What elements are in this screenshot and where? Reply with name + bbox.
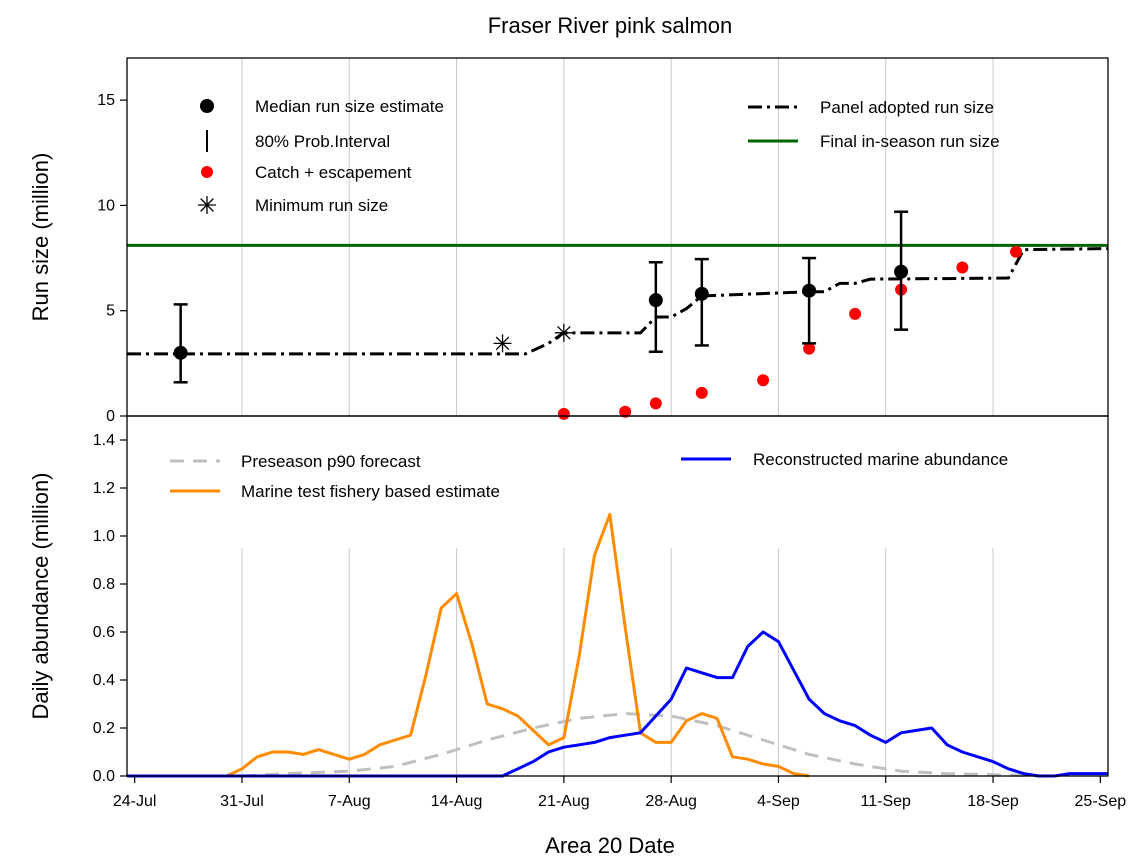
x-tick-label: 4-Sep: [757, 793, 800, 810]
x-tick-label: 31-Jul: [220, 793, 264, 810]
forecast-series-line: [241, 712, 1055, 778]
catch-escapement-point: [1010, 245, 1023, 258]
legend-final-label: Final in-season run size: [820, 132, 1000, 151]
catch-escapement-point: [695, 386, 708, 399]
legends: Median run size estimate 80% Prob.Interva…: [170, 97, 1008, 501]
median-estimate-point: [694, 286, 709, 301]
bottom-y-tick-label: 1.2: [93, 480, 115, 497]
x-tick-label: 7-Aug: [328, 793, 371, 810]
top-y-axis-title: Run size (million): [28, 153, 53, 322]
catch-escapement-point: [803, 342, 816, 355]
legend-median-label: Median run size estimate: [255, 97, 444, 116]
catch-escapement-point: [619, 405, 632, 418]
bottom-y-tick-label: 1.0: [93, 528, 115, 545]
legend-median-marker: [200, 99, 214, 113]
marine-series-line: [127, 630, 1108, 778]
bottom-y-tick-label: 0.2: [93, 720, 115, 737]
legend-panel-label: Panel adopted run size: [820, 98, 994, 117]
x-tick-label: 25-Sep: [1075, 793, 1127, 810]
catch-escapement-point: [557, 407, 570, 420]
catch-escapement-point: [649, 397, 662, 410]
x-tick-label: 14-Aug: [431, 793, 483, 810]
median-estimate-group: [173, 303, 188, 384]
median-estimate-point: [894, 264, 909, 279]
median-estimate-group: [802, 256, 817, 345]
bottom-panel-frame: [126, 415, 1109, 777]
x-axis-title: Area 20 Date: [545, 833, 675, 858]
catch-escapement-point: [757, 374, 770, 387]
minimum-run-marker: [554, 323, 573, 342]
testfishery-series-line: [127, 512, 810, 778]
top-y-tick-label: 5: [106, 303, 115, 320]
legend-interval-label: 80% Prob.Interval: [255, 132, 390, 151]
legend-testfishery-label: Marine test fishery based estimate: [241, 482, 500, 501]
catch-escapement-point: [956, 261, 969, 274]
top-y-tick-label: 0: [106, 408, 115, 425]
median-estimate-point: [173, 345, 188, 360]
x-tick-label: 24-Jul: [113, 793, 157, 810]
top-panel-series: [127, 210, 1109, 420]
x-tick-label: 11-Sep: [861, 793, 912, 810]
bottom-y-tick-label: 1.4: [93, 432, 115, 449]
bottom-y-tick-label: 0.8: [93, 576, 115, 593]
top-y-tick-label: 10: [97, 197, 115, 214]
x-tick-label: 28-Aug: [645, 793, 697, 810]
legend-marine-label: Reconstructed marine abundance: [753, 450, 1008, 469]
median-estimate-group: [694, 257, 709, 347]
panel-adopted-line: [127, 247, 1109, 356]
minimum-run-marker-stroke: [557, 325, 571, 340]
bottom-y-tick-label: 0.6: [93, 624, 115, 641]
median-estimate-point: [802, 283, 817, 298]
legend-minimum-label: Minimum run size: [255, 196, 388, 215]
chart-title: Fraser River pink salmon: [488, 13, 733, 38]
axes: 0 5 10 15 0.0 0.2 0.4 0.6 0.8 1.0 1.2 1.4 24-Jul 31-J…: [28, 57, 1127, 810]
minimum-run-marker-stroke: [495, 336, 510, 351]
bottom-panel-series: [127, 512, 1108, 778]
legend-catch-marker: [201, 166, 213, 178]
top-panel-gridlines: [241, 58, 994, 416]
legend-forecast-label: Preseason p90 forecast: [241, 452, 421, 471]
catch-escapement-point: [849, 307, 862, 320]
bottom-y-tick-label: 0.0: [93, 768, 115, 785]
median-estimate-point: [648, 293, 663, 308]
median-estimate-group: [648, 261, 663, 354]
minimum-run-marker-stroke: [200, 198, 214, 212]
legend-catch-label: Catch + escapement: [255, 163, 412, 182]
top-y-tick-label: 15: [97, 92, 115, 109]
bottom-y-tick-label: 0.4: [93, 672, 115, 689]
minimum-run-marker: [493, 334, 512, 353]
median-estimate-group: [894, 210, 909, 331]
x-tick-label: 21-Aug: [538, 793, 590, 810]
legend-minimum-marker: [198, 196, 216, 214]
bottom-panel-gridlines: [241, 548, 994, 776]
bottom-y-axis-title: Daily abundance (million): [28, 472, 53, 719]
x-tick-label: 18-Sep: [967, 793, 1019, 810]
